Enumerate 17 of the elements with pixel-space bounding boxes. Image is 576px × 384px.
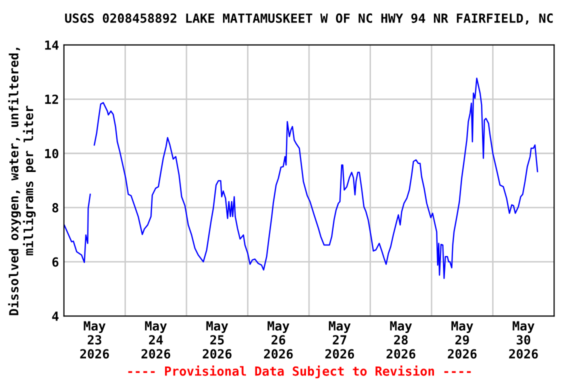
x-tick-label: May 24 2026 (141, 321, 170, 359)
y-tick-label: 4 (52, 312, 59, 321)
y-axis-title: Dissolved oxygen, water, unfiltered, milligrams per liter (8, 48, 36, 316)
x-tick-label: May 30 2026 (509, 321, 538, 359)
text: ---- Provisional Data Subject to Revision ---- (128, 365, 471, 378)
y-tick-label: 12 (45, 94, 58, 104)
y-tick-label: 10 (45, 148, 58, 158)
y-tick-label: 14 (45, 40, 59, 50)
x-tick-label: May 29 2026 (448, 321, 477, 359)
x-tick-label: May 23 2026 (80, 321, 109, 359)
x-tick-label: May 27 2026 (325, 321, 354, 359)
chart-title: USGS 0208458892 LAKE MATTAMUSKEET W OF NC HWY 94 NR FAIRFIELD, NC (65, 13, 553, 24)
y-tick-label: 8 (52, 203, 58, 213)
x-tick-label: May 28 2026 (386, 321, 416, 359)
y-tick-label: 6 (52, 257, 58, 267)
x-tick-label: May 25 2026 (202, 321, 232, 359)
x-tick-label: May 26 2026 (264, 321, 293, 359)
